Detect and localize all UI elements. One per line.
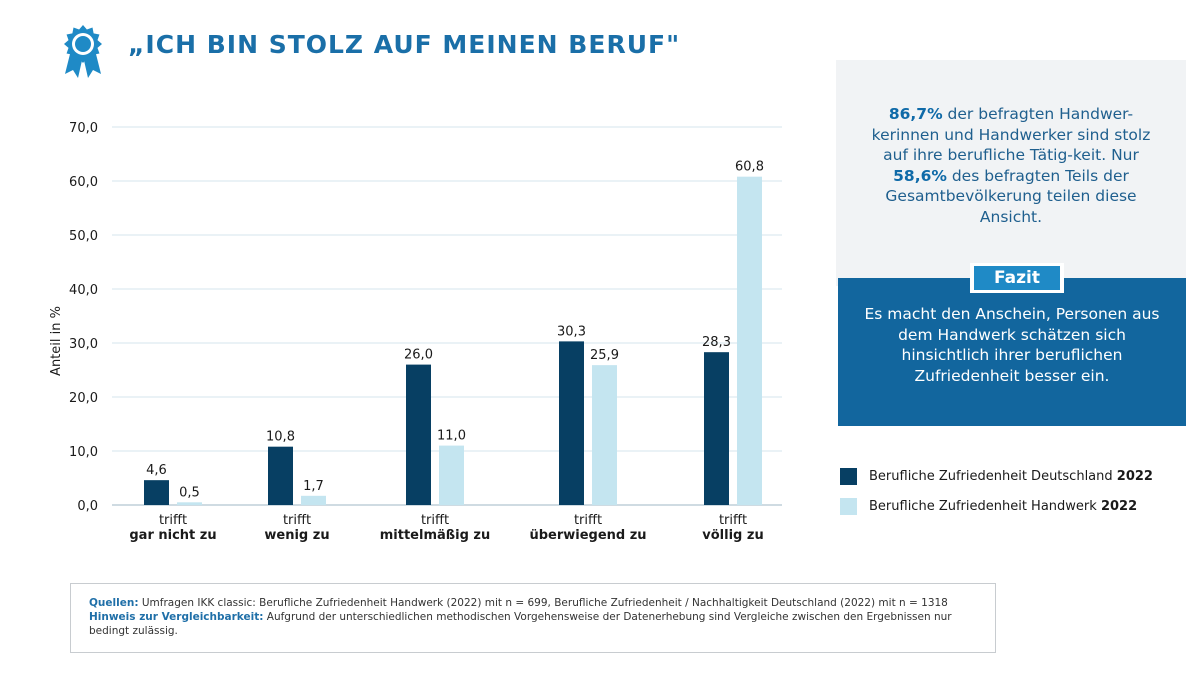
fazit-text: Es macht den Anschein, Personen aus dem … bbox=[864, 305, 1160, 385]
bar-chart: 0,0 10,0 20,0 30,0 40,0 50,0 60,0 70,0 Anteil in… bbox=[49, 121, 782, 543]
x-tick-label-line1: trifft bbox=[283, 513, 311, 528]
x-tick-label-line1: trifft bbox=[719, 513, 747, 528]
data-label: 11,0 bbox=[437, 429, 466, 444]
note-label: Hinweis zur Vergleichbarkeit: bbox=[89, 611, 264, 623]
data-label: 26,0 bbox=[404, 348, 433, 363]
y-axis-label: Anteil in % bbox=[49, 306, 64, 376]
page-title: „ICH BIN STOLZ AUF MEINEN BERUF" bbox=[128, 30, 681, 59]
bar bbox=[559, 341, 584, 505]
legend-year-deutschland: 2022 bbox=[1116, 468, 1153, 484]
y-tick-label: 70,0 bbox=[69, 121, 98, 136]
source-box: Quellen: Umfragen IKK classic: Beruflich… bbox=[70, 583, 996, 653]
y-tick-label: 50,0 bbox=[69, 229, 98, 244]
legend-year-handwerk: 2022 bbox=[1100, 498, 1138, 514]
note-text: Aufgrund der unterschiedlichen methodisc… bbox=[89, 611, 952, 637]
data-label: 30,3 bbox=[557, 324, 586, 339]
x-tick-label-line2: völlig zu bbox=[702, 528, 763, 543]
info-highlight-2: 58,6% bbox=[893, 166, 947, 185]
award-rosette-icon bbox=[64, 25, 102, 78]
data-label: 4,6 bbox=[146, 463, 167, 478]
data-label: 60,8 bbox=[735, 160, 764, 175]
data-label: 10,8 bbox=[266, 430, 295, 445]
bar bbox=[592, 365, 617, 505]
source-label: Quellen: bbox=[89, 597, 139, 609]
y-tick-label: 30,0 bbox=[69, 337, 98, 352]
legend-label-handwerk: Berufliche Zufriedenheit Handwerk bbox=[869, 498, 1097, 514]
x-tick-label-line2: mittelmäßig zu bbox=[380, 528, 490, 543]
legend: Berufliche Zufriedenheit Deutschland 202… bbox=[840, 465, 1153, 525]
info-text-2: des befragten Teils der Gesamtbevölkerun… bbox=[885, 166, 1137, 226]
bar bbox=[737, 176, 762, 505]
bar bbox=[177, 502, 202, 505]
y-tick-label: 0,0 bbox=[77, 499, 98, 514]
info-highlight-1: 86,7% bbox=[888, 105, 943, 123]
y-tick-label: 40,0 bbox=[69, 283, 98, 298]
bar bbox=[704, 352, 729, 505]
data-label: 1,7 bbox=[303, 479, 324, 494]
bar bbox=[144, 480, 169, 505]
data-label: 0,5 bbox=[179, 485, 200, 500]
x-tick-label-line1: trifft bbox=[574, 513, 602, 528]
bar bbox=[406, 364, 431, 505]
bar bbox=[268, 446, 293, 505]
legend-swatch-handwerk bbox=[840, 497, 857, 515]
x-tick-label-line2: wenig zu bbox=[264, 528, 329, 543]
bar bbox=[301, 495, 326, 505]
legend-item-handwerk: Berufliche Zufriedenheit Handwerk 2022 bbox=[840, 495, 1153, 517]
data-label: 28,3 bbox=[702, 335, 731, 350]
bar bbox=[439, 445, 464, 505]
legend-label-deutschland: Berufliche Zufriedenheit Deutschland bbox=[869, 468, 1113, 484]
legend-swatch-deutschland bbox=[840, 467, 857, 485]
info-text: 86,7% der befragten Handwer-kerinnen und… bbox=[858, 104, 1164, 227]
info-box: 86,7% der befragten Handwer-kerinnen und… bbox=[836, 60, 1186, 286]
fazit-box: Es macht den Anschein, Personen aus dem … bbox=[838, 278, 1186, 426]
y-tick-label: 60,0 bbox=[69, 175, 98, 190]
x-tick-label-line2: überwiegend zu bbox=[529, 528, 646, 543]
source-text: Umfragen IKK classic: Berufliche Zufried… bbox=[138, 597, 948, 609]
x-tick-label-line2: gar nicht zu bbox=[129, 528, 216, 543]
x-tick-label-line1: trifft bbox=[159, 513, 187, 528]
fazit-tag: Fazit bbox=[970, 263, 1064, 293]
y-tick-label: 10,0 bbox=[69, 445, 98, 460]
fazit-label: Fazit bbox=[974, 266, 1060, 290]
legend-item-deutschland: Berufliche Zufriedenheit Deutschland 202… bbox=[840, 465, 1153, 487]
data-label: 25,9 bbox=[590, 348, 619, 363]
info-text-1: der befragten Handwer-kerinnen und Handw… bbox=[871, 105, 1151, 164]
x-tick-label-line1: trifft bbox=[421, 513, 449, 528]
y-tick-label: 20,0 bbox=[69, 391, 98, 406]
